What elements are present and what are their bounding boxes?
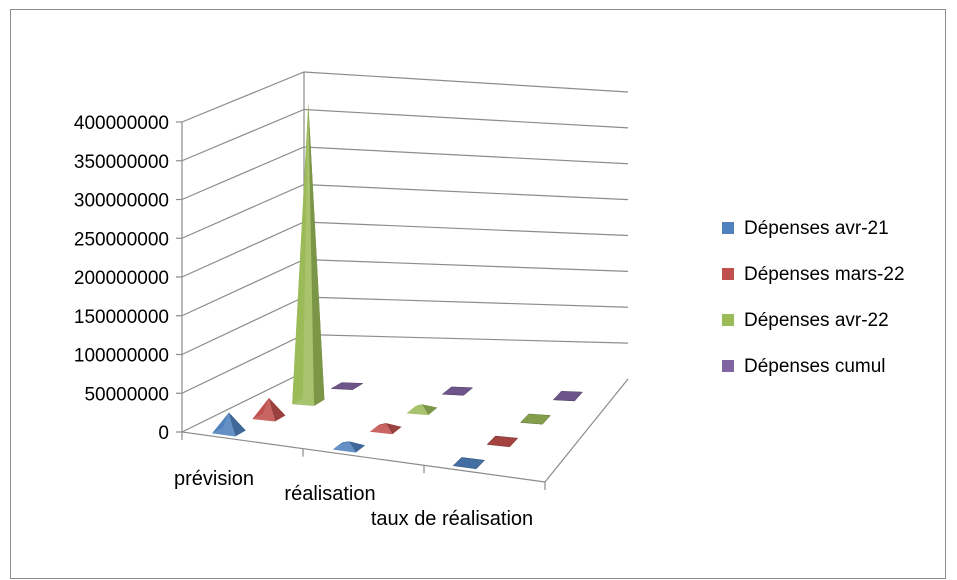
pyramid-3-1 xyxy=(292,103,325,406)
y-tick-label: 250000000 xyxy=(74,229,169,250)
legend-item: Dépenses avr-21 xyxy=(722,218,889,239)
gridline xyxy=(181,71,629,123)
legend-swatch xyxy=(722,222,734,234)
category-label: réalisation xyxy=(284,483,375,505)
legend-label: Dépenses mars-22 xyxy=(744,264,905,285)
legend-item: Dépenses cumul xyxy=(722,356,886,377)
y-tick-label: 150000000 xyxy=(74,307,169,328)
category-label: taux de réalisation xyxy=(371,508,533,530)
legend-swatch xyxy=(722,314,734,326)
pyramid-4-2 xyxy=(441,386,474,396)
pyramid-2-3 xyxy=(486,435,519,448)
legend-item: Dépenses avr-22 xyxy=(722,310,889,331)
gridline xyxy=(181,333,629,394)
legend-label: Dépenses cumul xyxy=(744,356,886,377)
pyramid-1-3 xyxy=(452,457,485,470)
category-label: prévision xyxy=(174,468,254,490)
legend-swatch xyxy=(722,360,734,372)
legend-swatch xyxy=(722,268,734,280)
pyramid-3-3 xyxy=(519,413,551,425)
legend-label: Dépenses avr-21 xyxy=(744,218,889,239)
gridline xyxy=(181,183,629,239)
pyramid-1-1 xyxy=(212,412,246,437)
y-tick-label: 100000000 xyxy=(74,346,169,367)
y-tick-label: 400000000 xyxy=(74,113,169,134)
chart-walls xyxy=(181,72,629,483)
gridline xyxy=(181,146,629,201)
y-tick-label: 350000000 xyxy=(74,152,169,173)
y-tick-label: 200000000 xyxy=(74,268,169,289)
y-tick-label: 300000000 xyxy=(74,191,169,212)
pyramid-2-1 xyxy=(252,397,286,422)
y-tick-label: 0 xyxy=(158,423,169,444)
category-labels: prévision réalisation taux de réalisation xyxy=(174,468,533,530)
pyramid-4-3 xyxy=(552,390,583,402)
y-axis-ticks: 0 50000000 100000000 150000000 200000000 2500… xyxy=(74,113,546,490)
gridline xyxy=(181,296,629,356)
axis-right-floor-edge xyxy=(544,378,629,483)
y-tick-label: 50000000 xyxy=(84,384,169,405)
pyramid-3-2 xyxy=(406,404,438,416)
legend: Dépenses avr-21 Dépenses mars-22 Dépenses … xyxy=(722,218,905,377)
legend-label: Dépenses avr-22 xyxy=(744,310,889,331)
gridline xyxy=(181,258,629,317)
pyramid-4-1 xyxy=(330,382,364,390)
chart-frame xyxy=(10,9,946,579)
axis-left-floor-edge xyxy=(181,371,305,433)
pyramid-2-2 xyxy=(369,423,402,435)
data-pyramids xyxy=(212,103,583,470)
gridlines xyxy=(181,71,629,394)
legend-item: Dépenses mars-22 xyxy=(722,264,905,285)
gridline xyxy=(181,108,629,162)
pyramid-1-2 xyxy=(332,441,366,453)
